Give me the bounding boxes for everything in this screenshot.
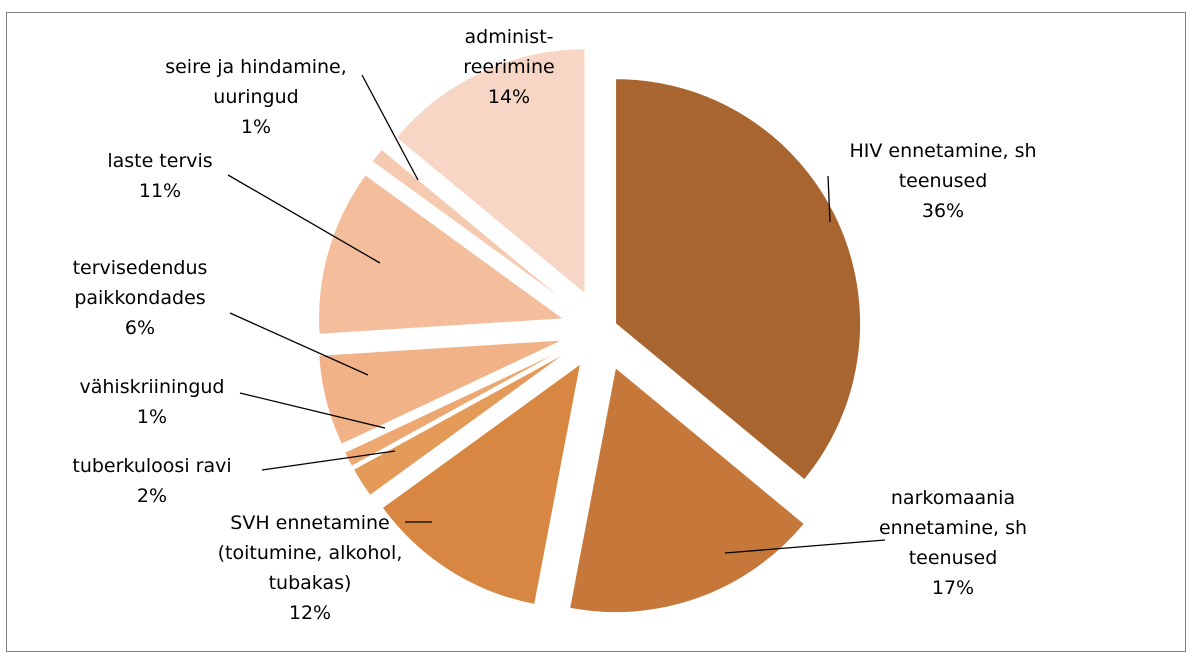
slice-percent: 12%: [289, 602, 331, 624]
slice-label-line: uuringud: [213, 86, 298, 108]
pie-slice: [344, 347, 567, 467]
leader-line: [239, 392, 386, 429]
slice-label: seire ja hindamine, uuringud 1%: [165, 56, 347, 138]
slice-label: narkomaania ennetamine, sh teenused 17%: [879, 487, 1027, 599]
slice-label-line: (toitumine, alkohol,: [218, 542, 403, 564]
slice-label-line: seire ja hindamine,: [165, 56, 347, 78]
slice-label: SVH ennetamine (toitumine, alkohol, tubaka…: [218, 512, 403, 624]
pie-slice: [615, 78, 862, 481]
slice-label-line: reerimine: [463, 56, 554, 78]
slice-label-line: tuberkuloosi ravi: [72, 455, 231, 477]
slice-percent: 14%: [488, 86, 530, 108]
slice-label-line: SVH ennetamine: [230, 512, 389, 534]
pie-slice: [318, 174, 566, 335]
slice-label-line: laste tervis: [107, 150, 212, 172]
slice-label-line: vähiskriiningud: [79, 376, 224, 398]
leader-line: [261, 450, 396, 471]
slice-label: HIV ennetamine, sh teenused 36%: [849, 140, 1036, 222]
slice-label-line: administ-: [464, 26, 553, 48]
leader-line: [827, 175, 831, 223]
pie-slice: [381, 362, 582, 606]
slice-label: tervisedendus paikkondades 6%: [73, 257, 208, 339]
slice-label: tuberkuloosi ravi 2%: [72, 455, 231, 507]
slice-label-line: teenused: [899, 170, 988, 192]
leader-line: [229, 312, 369, 376]
slice-percent: 17%: [932, 577, 974, 599]
slice-label-line: teenused: [909, 547, 998, 569]
slice-percent: 2%: [137, 485, 167, 507]
slice-label: administ-reerimine 14%: [463, 26, 554, 108]
leader-line: [724, 539, 886, 554]
leader-line: [227, 174, 381, 264]
slice-label-line: narkomaania: [891, 487, 1015, 509]
pie-slice: [318, 339, 564, 445]
pie-slice: [352, 350, 569, 497]
slice-label: vähiskriiningud 1%: [79, 376, 224, 428]
slice-label-line: tubakas): [269, 572, 352, 594]
pie-slice: [371, 148, 571, 306]
pie-chart: HIV ennetamine, sh teenused 36% narkomaania…: [72, 26, 1036, 624]
slice-label-line: ennetamine, sh: [879, 517, 1027, 539]
slice-percent: 11%: [139, 180, 181, 202]
pie-slice: [395, 48, 586, 295]
slice-percent: 1%: [137, 406, 167, 428]
slice-label-line: HIV ennetamine, sh: [849, 140, 1036, 162]
slice-percent: 1%: [241, 116, 271, 138]
slice-percent: 36%: [922, 200, 964, 222]
slice-label-line: paikkondades: [74, 287, 205, 309]
slice-label: laste tervis 11%: [107, 150, 212, 202]
leader-line: [361, 74, 419, 181]
slice-label-line: tervisedendus: [73, 257, 208, 279]
slice-percent: 6%: [125, 317, 155, 339]
